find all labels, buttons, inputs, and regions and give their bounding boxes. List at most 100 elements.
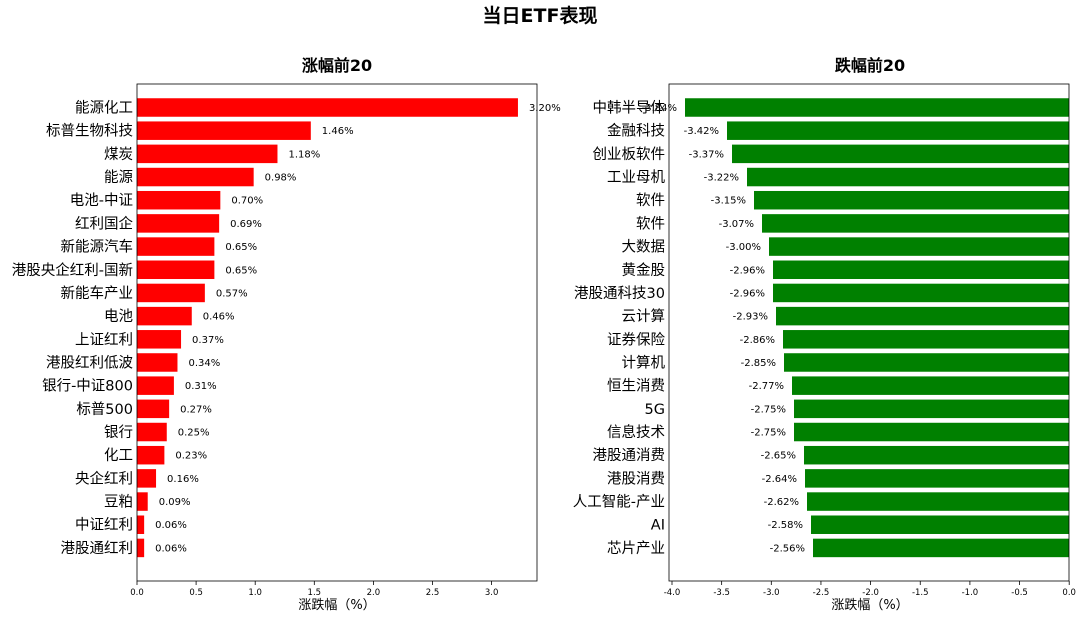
gainer-x-tick-label: 3.0: [485, 588, 499, 598]
loser-data-label: -3.22%: [704, 173, 739, 184]
gainer-category-label: 港股央企红利-国新: [12, 261, 133, 279]
loser-bar: [784, 353, 1069, 372]
gainers-x-ticks: 0.0 0.5 1.0 1.5 2.0 2.5 3.0: [130, 581, 498, 598]
losers-category-labels: 中韩半导体金融科技创业板软件工业母机软件软件大数据黄金股港股通科技30云计算证券…: [573, 100, 666, 557]
gainer-category-label: 电池: [104, 308, 133, 325]
losers-x-axis-label: 涨跌幅（%）: [831, 597, 908, 613]
gainer-bar: [137, 515, 145, 534]
gainer-x-tick-label: 1.5: [308, 588, 322, 598]
loser-data-label: -2.58%: [768, 520, 803, 531]
loser-bar: [776, 306, 1069, 326]
gainer-data-label: 0.06%: [155, 543, 187, 554]
loser-data-label: -2.96%: [730, 288, 765, 299]
gainer-x-tick-label: 0.0: [130, 588, 144, 598]
gainer-category-label: 豆粕: [104, 494, 133, 511]
loser-category-label: 芯片产业: [607, 540, 665, 557]
gainer-bar: [137, 283, 205, 303]
gainers-x-axis-label: 涨跌幅（%）: [298, 597, 375, 613]
loser-category-label: 信息技术: [607, 424, 665, 441]
gainer-data-label: 0.16%: [167, 474, 199, 485]
loser-data-label: -3.42%: [684, 126, 719, 137]
loser-category-label: 计算机: [622, 354, 666, 371]
gainers-bars: [137, 98, 518, 558]
loser-x-tick-label: -0.5: [1011, 588, 1028, 598]
gainer-bar: [137, 469, 157, 488]
gainer-data-label: 0.09%: [159, 497, 191, 508]
gainer-data-label: 1.46%: [322, 126, 354, 137]
loser-data-label: -2.96%: [730, 265, 765, 276]
gainer-x-tick-label: 2.5: [426, 588, 440, 598]
loser-category-label: 港股通消费: [593, 447, 666, 464]
gainer-category-label: 标普500: [76, 401, 133, 418]
loser-category-label: 创业板软件: [593, 145, 666, 163]
loser-bar: [732, 144, 1069, 164]
gainer-bar: [137, 167, 254, 187]
gainer-data-label: 0.27%: [180, 404, 212, 415]
loser-bar: [773, 260, 1069, 280]
loser-category-label: 恒生消费: [607, 378, 665, 395]
loser-data-label: -2.62%: [764, 497, 799, 508]
loser-category-label: 港股消费: [607, 470, 665, 487]
gainer-category-label: 央企红利: [75, 469, 133, 487]
gainer-category-label: 中证红利: [75, 517, 133, 534]
gainer-bar: [137, 214, 220, 233]
top-losers-panel: 跌幅前20 -3.84% -3.42% -3.37% -3.22% -3.15% -3.0…: [573, 56, 1076, 613]
loser-x-tick-label: -3.0: [763, 588, 780, 598]
gainer-bar: [137, 492, 148, 511]
gainer-category-label: 标普生物科技: [46, 123, 133, 140]
loser-category-label: 金融科技: [607, 123, 665, 140]
gainers-axes-frame: [136, 83, 538, 582]
loser-bar: [762, 214, 1069, 233]
gainer-category-label: 港股红利低波: [46, 354, 133, 371]
gainer-bar: [137, 121, 311, 140]
gainer-data-label: 0.31%: [185, 381, 217, 392]
loser-data-label: -2.75%: [751, 404, 786, 415]
loser-data-label: -3.00%: [726, 242, 761, 253]
loser-category-label: 软件: [636, 192, 665, 209]
loser-bar: [804, 445, 1069, 465]
gainer-category-label: 红利国企: [75, 214, 133, 232]
gainer-data-label: 0.23%: [175, 451, 207, 462]
gainer-bar: [137, 399, 170, 419]
losers-x-ticks: -4.0 -3.5 -3.0 -2.5 -2.0 -1.5 -1.0 -0.5 0.0: [664, 581, 1076, 598]
gainer-category-label: 化工: [104, 447, 133, 464]
gainer-x-tick-label: 2.0: [367, 588, 381, 598]
gainer-data-label: 0.57%: [216, 288, 248, 299]
loser-category-label: 证券保险: [607, 331, 665, 348]
gainer-data-label: 0.65%: [225, 242, 257, 253]
gainer-category-label: 煤炭: [104, 146, 133, 163]
gainer-x-tick-label: 0.5: [189, 588, 203, 598]
loser-category-label: 港股通科技30: [574, 285, 665, 302]
loser-bar: [769, 237, 1069, 256]
loser-x-tick-label: -2.0: [862, 588, 879, 598]
figure-title: 当日ETF表现: [483, 4, 598, 27]
loser-bar: [805, 469, 1069, 488]
loser-x-tick-label: -1.5: [912, 588, 929, 598]
gainer-data-label: 0.25%: [178, 428, 210, 439]
gainer-category-label: 能源: [104, 169, 133, 186]
gainer-bar: [137, 376, 174, 395]
loser-category-label: 云计算: [622, 308, 666, 325]
loser-category-label: 人工智能-产业: [573, 494, 665, 511]
loser-x-tick-label: -1.0: [962, 588, 979, 598]
loser-x-tick-label: -3.5: [713, 588, 730, 598]
loser-bar: [794, 399, 1069, 419]
gainer-category-label: 电池-中证: [70, 192, 133, 209]
gainer-data-label: 0.98%: [265, 173, 297, 184]
gainer-data-label: 1.18%: [288, 149, 320, 160]
loser-bar: [807, 492, 1069, 511]
loser-category-label: 中韩半导体: [593, 100, 666, 117]
gainer-data-label: 0.70%: [231, 196, 263, 207]
loser-bar: [727, 121, 1069, 140]
losers-data-labels: -3.84% -3.42% -3.37% -3.22% -3.15% -3.07% -3.0…: [642, 103, 805, 554]
gainer-bar: [137, 538, 145, 558]
losers-title: 跌幅前20: [835, 56, 905, 75]
losers-axes-frame: [668, 83, 1070, 582]
gainer-bar: [137, 98, 518, 117]
loser-data-label: -3.07%: [719, 219, 754, 230]
gainers-title: 涨幅前20: [302, 56, 372, 75]
losers-bars: [685, 98, 1069, 558]
gainer-category-label: 新能源汽车: [61, 239, 134, 256]
loser-bar: [754, 190, 1069, 210]
loser-data-label: -2.77%: [749, 381, 784, 392]
